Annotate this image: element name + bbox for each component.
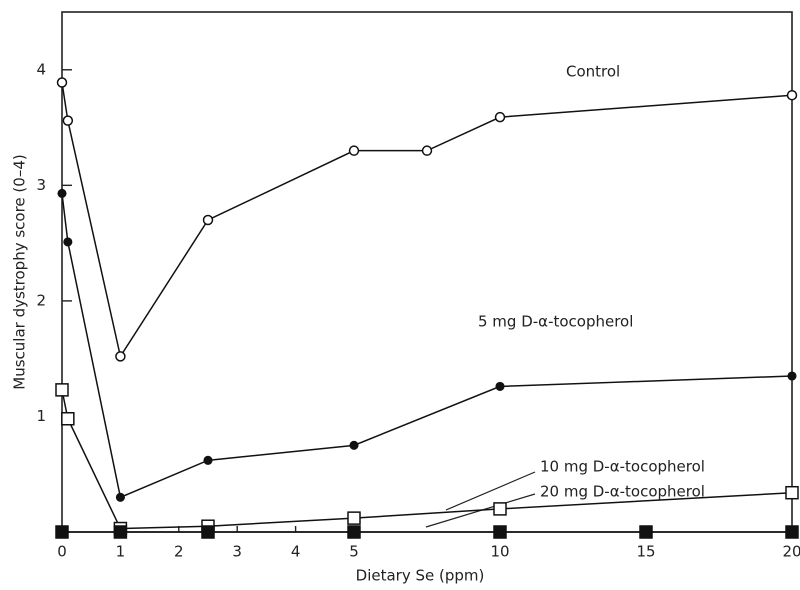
data-point — [61, 412, 75, 426]
x-tick-label: 20 — [782, 543, 800, 561]
data-point — [347, 511, 361, 525]
data-point — [493, 525, 507, 539]
data-point — [348, 145, 360, 156]
data-point — [55, 383, 69, 397]
data-point — [495, 381, 505, 391]
data-point — [63, 237, 73, 247]
data-point — [347, 525, 361, 539]
data-point — [201, 525, 215, 539]
x-axis-label: Dietary Se (ppm) — [356, 567, 485, 585]
series-label: 20 mg D-α-tocopherol — [540, 483, 705, 501]
data-point — [113, 525, 128, 539]
x-tick-label: 10 — [490, 543, 509, 561]
data-point — [493, 502, 507, 516]
data-point — [785, 485, 799, 500]
y-tick-label: 2 — [36, 291, 46, 309]
x-tick-label: 0 — [57, 543, 67, 561]
y-axis-label: Muscular dystrophy score (0–4) — [11, 154, 29, 389]
leader-line — [445, 471, 536, 511]
data-point — [787, 371, 797, 381]
data-point — [202, 214, 214, 226]
x-tick-label: 2 — [174, 543, 184, 561]
plot-frame — [61, 11, 793, 533]
x-tick-label: 15 — [636, 543, 655, 561]
data-point — [57, 188, 67, 198]
x-tick-label: 3 — [232, 543, 242, 561]
data-point — [785, 525, 799, 539]
data-point — [494, 111, 506, 123]
data-point — [203, 455, 213, 465]
data-point — [786, 89, 798, 101]
series-line — [61, 193, 793, 499]
x-tick-label: 5 — [349, 543, 359, 561]
data-point — [421, 145, 433, 156]
series-label: 10 mg D-α-tocopherol — [540, 458, 705, 476]
data-point — [115, 492, 125, 502]
x-tick-label: 1 — [116, 543, 126, 561]
series-label: Control — [566, 63, 620, 81]
data-point — [55, 525, 69, 539]
data-point — [62, 115, 74, 126]
series-line — [61, 82, 793, 359]
data-point — [349, 440, 359, 450]
y-tick-label: 4 — [36, 60, 46, 78]
y-tick-label: 1 — [36, 407, 46, 425]
series-label: 5 mg D-α-tocopherol — [478, 313, 633, 331]
data-point — [639, 525, 653, 539]
y-tick-label: 3 — [36, 176, 46, 194]
data-point — [115, 351, 126, 362]
x-tick-label: 4 — [291, 543, 301, 561]
data-point — [56, 77, 68, 88]
